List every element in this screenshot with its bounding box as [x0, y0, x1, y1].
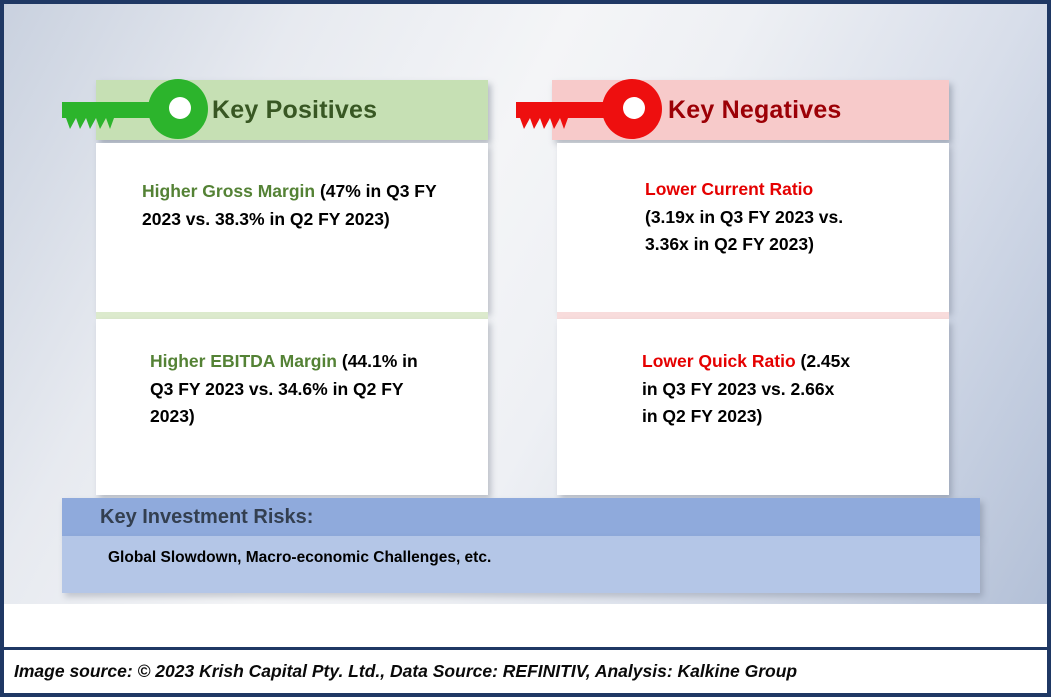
- risks-content: Global Slowdown, Macro-economic Challeng…: [108, 549, 492, 566]
- negative-highlight: Lower Quick Ratio: [642, 351, 796, 371]
- negative-card-quick-ratio: Lower Quick Ratio (2.45x in Q3 FY 2023 v…: [557, 319, 949, 495]
- positive-highlight: Higher EBITDA Margin: [150, 351, 337, 371]
- risks-body: Global Slowdown, Macro-economic Challeng…: [62, 536, 980, 593]
- risks-banner: Key Investment Risks:: [62, 498, 980, 536]
- footer-attribution: Image source: © 2023 Krish Capital Pty. …: [14, 661, 798, 681]
- negative-detail: (3.19x in Q3 FY 2023 vs. 3.36x in Q2 FY …: [645, 206, 844, 255]
- positive-card-ebitda-margin: Higher EBITDA Margin (44.1% in Q3 FY 202…: [96, 319, 488, 495]
- positive-detail: (47% in Q3 FY 2023 vs. 38.3% in Q2 FY 20…: [142, 181, 437, 229]
- negative-card-current-ratio: Lower Current Ratio (3.19x in Q3 FY 2023…: [557, 143, 949, 312]
- negative-detail: (2.45x in Q3 FY 2023 vs. 2.66x in Q2 FY …: [642, 351, 851, 427]
- key-positives-title: Key Positives: [212, 95, 378, 124]
- positive-card-text: Higher EBITDA Margin (44.1% in Q3 FY 202…: [96, 319, 488, 431]
- negative-highlight: Lower Current Ratio: [645, 179, 814, 199]
- footer-bar: Image source: © 2023 Krish Capital Pty. …: [4, 647, 1047, 693]
- red-key-icon: [516, 79, 662, 139]
- negative-cards-divider: [557, 312, 949, 319]
- green-key-icon: [62, 79, 208, 139]
- negative-card-text: Lower Quick Ratio (2.45x in Q3 FY 2023 v…: [557, 319, 949, 431]
- positive-card-text: Higher Gross Margin (47% in Q3 FY 2023 v…: [96, 143, 488, 233]
- risks-banner-title: Key Investment Risks:: [100, 505, 314, 528]
- negative-card-text: Lower Current Ratio (3.19x in Q3 FY 2023…: [557, 143, 949, 259]
- positive-cards-divider: [96, 312, 488, 319]
- key-negatives-title: Key Negatives: [668, 95, 842, 124]
- positive-detail: (44.1% in Q3 FY 2023 vs. 34.6% in Q2 FY …: [150, 351, 418, 427]
- positive-card-gross-margin: Higher Gross Margin (47% in Q3 FY 2023 v…: [96, 143, 488, 312]
- positive-highlight: Higher Gross Margin: [142, 181, 316, 201]
